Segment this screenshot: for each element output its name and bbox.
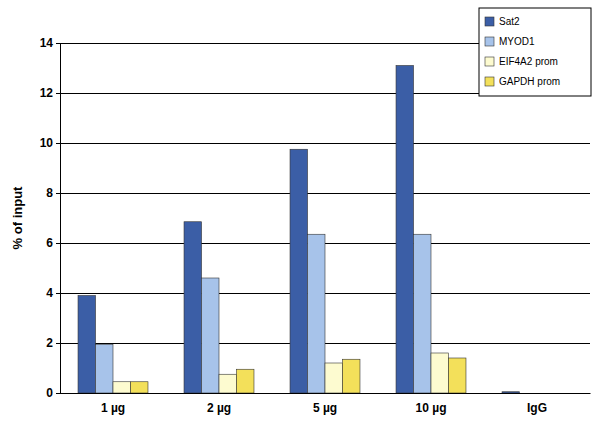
grid-line bbox=[60, 143, 590, 144]
legend-swatch bbox=[485, 17, 494, 26]
bar bbox=[502, 392, 519, 393]
tick-label: 0 bbox=[46, 386, 53, 400]
tick-label: IgG bbox=[527, 401, 547, 415]
tick: 10 bbox=[40, 136, 60, 150]
tick-label: 14 bbox=[40, 36, 54, 50]
tick-label: 8 bbox=[46, 186, 53, 200]
tick: 12 bbox=[40, 86, 60, 100]
tick: 1 µg bbox=[101, 401, 125, 415]
legend: Sat2 MYOD1 EIF4A2 prom GAPDH prom bbox=[479, 8, 591, 96]
bar bbox=[554, 393, 571, 394]
bar bbox=[219, 374, 236, 393]
tick-mark bbox=[56, 393, 60, 394]
series bbox=[113, 353, 448, 393]
tick-label: 10 bbox=[40, 136, 54, 150]
legend-item: EIF4A2 prom bbox=[485, 56, 558, 67]
tick: 14 bbox=[40, 36, 60, 50]
tick-label: 4 bbox=[46, 286, 53, 300]
bar bbox=[448, 358, 465, 393]
tick-label: 10 µg bbox=[416, 401, 447, 415]
legend-swatch bbox=[485, 37, 494, 46]
bar bbox=[308, 234, 325, 393]
chart: 0 2 4 6 8 10 12 14 1 µg 2 µg 5 µg 10 µg IgG % of inpu… bbox=[0, 0, 599, 447]
axis-line bbox=[56, 44, 61, 394]
legend-label: Sat2 bbox=[499, 16, 520, 27]
bar bbox=[113, 382, 130, 393]
tick: 10 µg bbox=[416, 401, 447, 415]
tick-label: 1 µg bbox=[101, 401, 125, 415]
tick-label: 5 µg bbox=[313, 401, 337, 415]
bar bbox=[130, 382, 147, 393]
tick: 5 µg bbox=[313, 401, 337, 415]
legend-item: GAPDH prom bbox=[485, 76, 560, 87]
tick: 6 bbox=[46, 236, 60, 250]
bar bbox=[202, 278, 219, 393]
tick: IgG bbox=[527, 401, 547, 415]
axis-line bbox=[61, 393, 591, 394]
bar bbox=[184, 222, 201, 393]
tick-mark bbox=[56, 193, 60, 194]
bar bbox=[396, 66, 413, 394]
tick: 8 bbox=[46, 186, 60, 200]
tick-mark bbox=[56, 293, 60, 294]
legend-swatch bbox=[485, 77, 494, 86]
grid-line bbox=[60, 193, 590, 194]
x-axis: 1 µg 2 µg 5 µg 10 µg IgG bbox=[61, 394, 591, 415]
legend-label: EIF4A2 prom bbox=[499, 56, 558, 67]
bars bbox=[78, 66, 519, 394]
y-axis: 0 2 4 6 8 10 12 14 bbox=[40, 36, 61, 400]
bar bbox=[236, 369, 253, 393]
bar bbox=[431, 353, 448, 393]
bar bbox=[537, 393, 554, 394]
tick-label: 12 bbox=[40, 86, 54, 100]
series bbox=[96, 234, 431, 393]
bar bbox=[78, 296, 95, 394]
tick: 2 bbox=[46, 336, 60, 350]
legend-swatch bbox=[485, 57, 494, 66]
bar bbox=[96, 344, 113, 393]
tick-label: 2 bbox=[46, 336, 53, 350]
bar bbox=[290, 149, 307, 393]
legend-label: GAPDH prom bbox=[499, 76, 560, 87]
legend-item: Sat2 bbox=[485, 16, 520, 27]
legend-item: MYOD1 bbox=[485, 36, 535, 47]
tick-mark bbox=[56, 343, 60, 344]
tick: 0 bbox=[46, 386, 60, 400]
bar bbox=[325, 363, 342, 393]
tick: 4 bbox=[46, 286, 60, 300]
tick-label: 6 bbox=[46, 236, 53, 250]
bar bbox=[414, 234, 431, 393]
bar bbox=[520, 393, 537, 394]
tick-mark bbox=[56, 43, 60, 44]
tick-label: 2 µg bbox=[207, 401, 231, 415]
tick-mark bbox=[56, 93, 60, 94]
tick-mark bbox=[56, 143, 60, 144]
legend-label: MYOD1 bbox=[499, 36, 535, 47]
series bbox=[78, 66, 519, 394]
series bbox=[130, 358, 465, 393]
bar bbox=[342, 359, 359, 393]
legend-box bbox=[479, 8, 591, 96]
tick: 2 µg bbox=[207, 401, 231, 415]
tick-mark bbox=[56, 243, 60, 244]
axis-title: % of input bbox=[10, 186, 25, 249]
